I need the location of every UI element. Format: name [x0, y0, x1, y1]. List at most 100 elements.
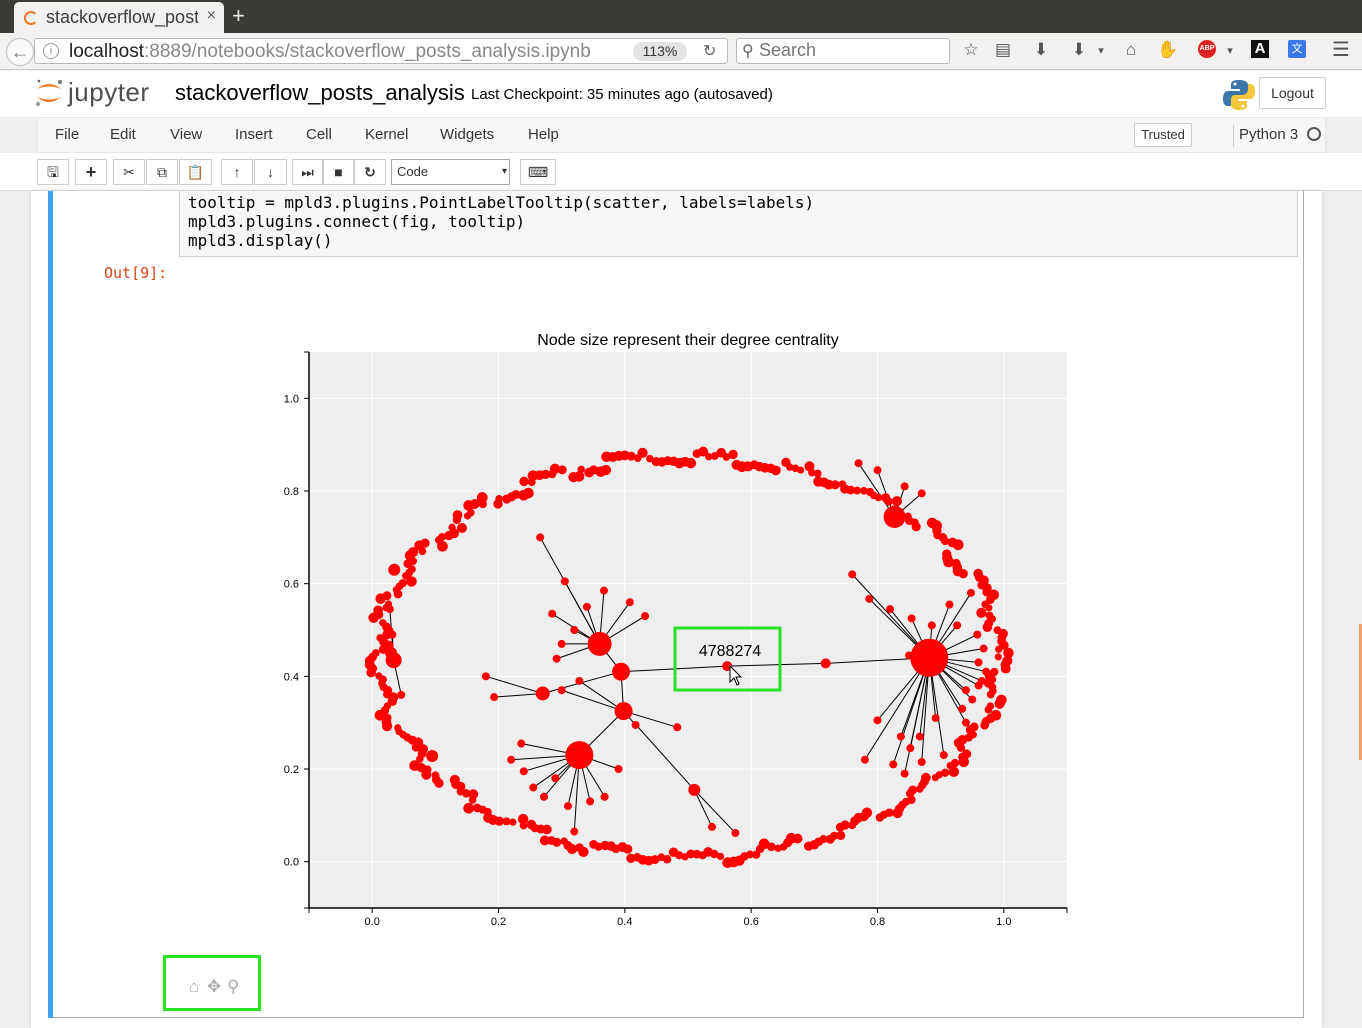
- leaf-node: [961, 686, 970, 695]
- ring-node: [881, 493, 891, 503]
- network-plot[interactable]: Node size represent their degree central…: [31, 191, 1322, 1028]
- menu-kernel[interactable]: Kernel: [365, 126, 409, 143]
- ring-node: [519, 821, 528, 830]
- chevron-down-icon[interactable]: ▾: [1098, 45, 1104, 57]
- ring-node: [860, 487, 868, 495]
- new-tab-button[interactable]: +: [232, 3, 245, 28]
- scrollbar-thumb[interactable]: [1359, 624, 1362, 760]
- ring-node: [623, 844, 633, 854]
- hub-node: [688, 783, 701, 796]
- ring-node: [421, 769, 432, 780]
- ring-node: [986, 702, 995, 711]
- ring-node: [985, 611, 994, 620]
- extension-hand-icon[interactable]: ✋: [1157, 40, 1179, 59]
- logout-button[interactable]: Logout: [1259, 77, 1326, 109]
- leaf-node: [600, 792, 609, 801]
- copy-button[interactable]: ⧉: [146, 159, 178, 185]
- leaf-node: [915, 732, 924, 741]
- x-tick-label: 0.6: [744, 916, 759, 928]
- leaf-node: [865, 594, 874, 603]
- leaf-node: [548, 609, 557, 618]
- pocket-icon[interactable]: ⬇: [1071, 40, 1087, 59]
- ring-node: [509, 818, 517, 826]
- jupyter-header: jupyter stackoverflow_posts_analysis Las…: [0, 71, 1362, 117]
- menu-file[interactable]: File: [55, 126, 80, 143]
- ring-node: [840, 820, 850, 830]
- menu-insert[interactable]: Insert: [235, 126, 273, 143]
- adblock-icon[interactable]: ABP: [1198, 40, 1216, 58]
- command-palette-button[interactable]: ⌨: [520, 159, 556, 185]
- ring-node: [416, 755, 424, 763]
- hamburger-menu-icon[interactable]: ☰: [1332, 39, 1350, 61]
- y-tick-label: 1.0: [284, 393, 299, 405]
- translate-icon[interactable]: 文: [1288, 40, 1306, 58]
- menu-help[interactable]: Help: [528, 126, 559, 143]
- leaf-node: [599, 586, 608, 595]
- home-icon[interactable]: ⌂: [1125, 40, 1137, 59]
- cut-button[interactable]: ✂: [113, 159, 145, 185]
- ring-node: [942, 549, 952, 559]
- ring-node: [838, 480, 847, 489]
- interrupt-button[interactable]: ■: [323, 159, 354, 185]
- ring-node: [601, 451, 612, 463]
- chevron-down-icon[interactable]: ▾: [1227, 45, 1233, 57]
- leaf-node: [570, 626, 579, 634]
- ring-node: [791, 464, 800, 473]
- trusted-badge[interactable]: Trusted: [1134, 123, 1192, 147]
- ring-node: [865, 487, 875, 497]
- info-icon[interactable]: i: [43, 43, 59, 59]
- menu-widgets[interactable]: Widgets: [440, 126, 495, 143]
- menu-cell[interactable]: Cell: [306, 126, 332, 143]
- leaf-node: [974, 658, 983, 667]
- download-icon[interactable]: ⬇: [1033, 40, 1049, 59]
- back-button[interactable]: ←: [6, 38, 34, 66]
- restart-kernel-button[interactable]: ↻: [354, 159, 386, 185]
- search-input[interactable]: [759, 40, 945, 61]
- ring-node: [758, 838, 770, 850]
- code-line: mpld3.plugins.connect(fig, tooltip): [188, 212, 526, 231]
- font-extension-icon[interactable]: A: [1251, 40, 1269, 58]
- run-cell-button[interactable]: ⏭: [292, 159, 323, 185]
- leaf-node: [906, 744, 915, 753]
- bookmark-star-icon[interactable]: ☆: [963, 40, 979, 59]
- search-icon: ⚲: [742, 43, 754, 60]
- move-down-button[interactable]: ↓: [254, 159, 287, 185]
- nodes[interactable]: [364, 446, 1014, 869]
- plot-zoom-icon[interactable]: ⚲: [227, 977, 240, 996]
- insert-cell-button[interactable]: +: [75, 159, 107, 185]
- menu-view[interactable]: View: [170, 126, 203, 143]
- url-text[interactable]: localhost:8889/notebooks/stackoverflow_p…: [69, 41, 591, 63]
- leaf-node: [631, 720, 640, 729]
- grid: [309, 352, 1067, 908]
- jupyter-wordmark[interactable]: jupyter: [68, 77, 150, 107]
- leaf-node: [536, 533, 545, 542]
- reload-icon[interactable]: ↻: [703, 43, 717, 60]
- leaf-node: [953, 621, 962, 630]
- plot-home-icon[interactable]: ⌂: [189, 977, 200, 996]
- kernel-name[interactable]: Python 3: [1239, 126, 1299, 143]
- notebook-container: tooltip = mpld3.plugins.PointLabelToolti…: [31, 191, 1322, 1028]
- leaf-node: [625, 598, 634, 607]
- url-bar[interactable]: i localhost:8889/notebooks/stackoverflow…: [34, 38, 728, 64]
- jupyter-logo-icon[interactable]: [34, 77, 64, 109]
- reading-list-icon[interactable]: ▤: [994, 40, 1012, 59]
- save-button[interactable]: 🖫: [37, 159, 69, 185]
- search-bar[interactable]: ⚲: [736, 38, 950, 64]
- move-up-button[interactable]: ↑: [221, 159, 253, 185]
- ring-node: [675, 851, 684, 860]
- code-text[interactable]: tooltip = mpld3.plugins.PointLabelToolti…: [188, 193, 814, 250]
- tab-close-icon[interactable]: ×: [206, 7, 216, 24]
- x-tick-label: 1.0: [996, 916, 1011, 928]
- notebook-name[interactable]: stackoverflow_posts_analysis: [175, 80, 465, 105]
- menu-edit[interactable]: Edit: [110, 126, 136, 143]
- ring-node-large: [426, 750, 439, 763]
- plot-pan-icon[interactable]: ✥: [207, 977, 222, 996]
- leaf-node: [860, 755, 869, 764]
- zoom-level-badge[interactable]: 113%: [633, 42, 687, 61]
- paste-button[interactable]: 📋: [179, 159, 212, 185]
- code-editor[interactable]: tooltip = mpld3.plugins.PointLabelToolti…: [179, 191, 1298, 257]
- ring-node: [921, 772, 931, 783]
- browser-tab[interactable]: stackoverflow_posts_analysis ×: [14, 2, 224, 33]
- cell-type-select[interactable]: Code ▾: [391, 159, 510, 185]
- ring-node: [940, 768, 950, 777]
